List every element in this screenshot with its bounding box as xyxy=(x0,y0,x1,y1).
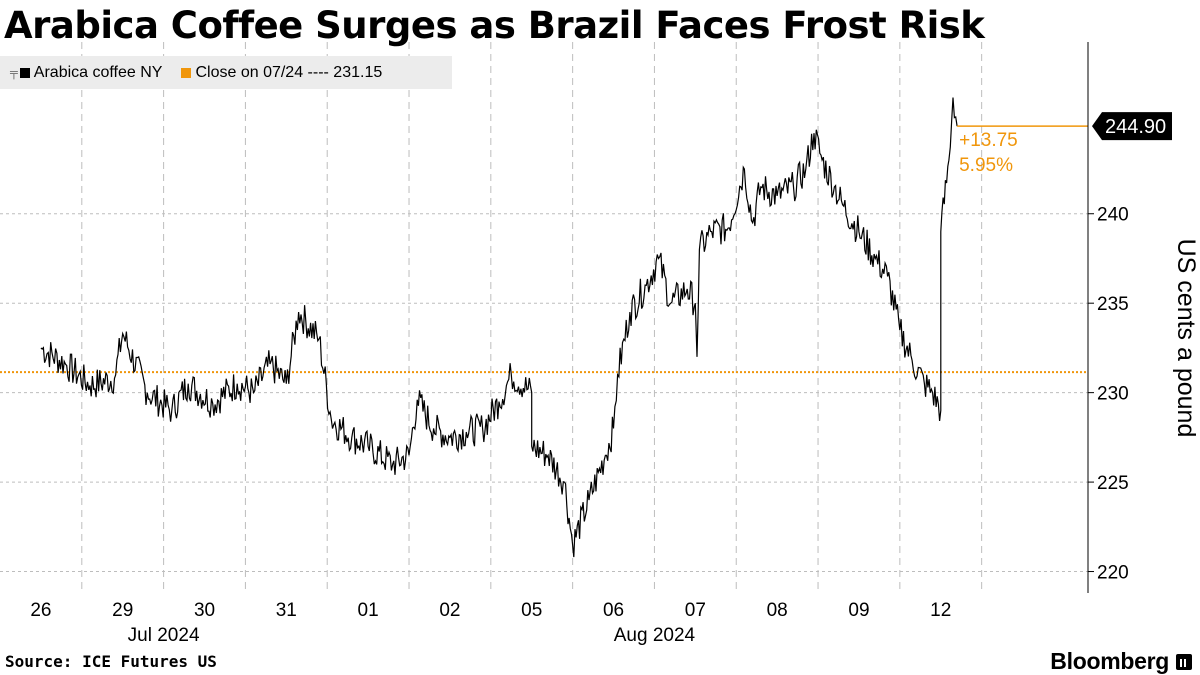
vertical-gridlines xyxy=(81,42,983,593)
y-tick-label: 235 xyxy=(1097,294,1129,315)
series-line xyxy=(40,97,958,558)
x-tick-label: 05 xyxy=(521,600,542,621)
x-tick-label: 06 xyxy=(603,600,624,621)
brand-logo-text: Bloomberg xyxy=(1050,648,1169,674)
legend-series: ╤ Arabica coffee NY xyxy=(10,64,162,82)
x-axis-ticks: 26 29 30 31 01 02 05 06 07 08 09 12 Jul 2024 Aug 2024 xyxy=(30,600,951,646)
legend: ╤ Arabica coffee NY Close on 07/24 ---- … xyxy=(0,56,452,89)
x-tick-label: 09 xyxy=(848,600,869,621)
x-month-label: Jul 2024 xyxy=(128,625,200,646)
brand: Bloomberg xyxy=(1050,648,1192,675)
x-tick-label: 29 xyxy=(112,600,133,621)
source-note: Source: ICE Futures US xyxy=(5,652,217,671)
y-axis-label: US cents a pound xyxy=(1172,239,1200,438)
y-tick-label: 225 xyxy=(1097,473,1129,494)
x-month-label: Aug 2024 xyxy=(614,625,696,646)
change-percent: 5.95% xyxy=(959,155,1013,176)
legend-series-label: Arabica coffee NY xyxy=(33,63,163,81)
bloomberg-logo-icon xyxy=(1176,653,1192,670)
chart-title: Arabica Coffee Surges as Brazil Faces Fr… xyxy=(4,4,985,47)
x-tick-label: 08 xyxy=(767,600,788,621)
x-tick-label: 31 xyxy=(276,600,297,621)
legend-reference-label: Close on 07/24 ---- 231.15 xyxy=(195,63,383,81)
x-tick-label: 02 xyxy=(439,600,460,621)
x-tick-label: 01 xyxy=(358,600,379,621)
x-tick-label: 07 xyxy=(685,600,706,621)
last-value-label: 244.90 xyxy=(1105,116,1166,138)
x-tick-label: 26 xyxy=(30,600,51,621)
legend-reference: Close on 07/24 ---- 231.15 xyxy=(181,64,382,82)
y-tick-label: 230 xyxy=(1097,384,1129,405)
change-absolute: +13.75 xyxy=(959,130,1018,151)
last-value-badge-bg xyxy=(1092,112,1172,141)
last-value-badge: 244.90 xyxy=(1092,112,1172,141)
y-tick-label: 220 xyxy=(1097,563,1129,584)
y-tick-label: 240 xyxy=(1097,205,1129,226)
x-tick-label: 12 xyxy=(930,600,951,621)
x-tick-label: 30 xyxy=(194,600,215,621)
legend-series-swatch xyxy=(19,67,30,78)
y-axis-ticks: 220 225 230 235 240 xyxy=(1088,205,1129,584)
legend-reference-swatch xyxy=(181,67,192,78)
horizontal-gridlines xyxy=(0,213,1088,573)
candlestick-icon: ╤ xyxy=(10,66,18,79)
